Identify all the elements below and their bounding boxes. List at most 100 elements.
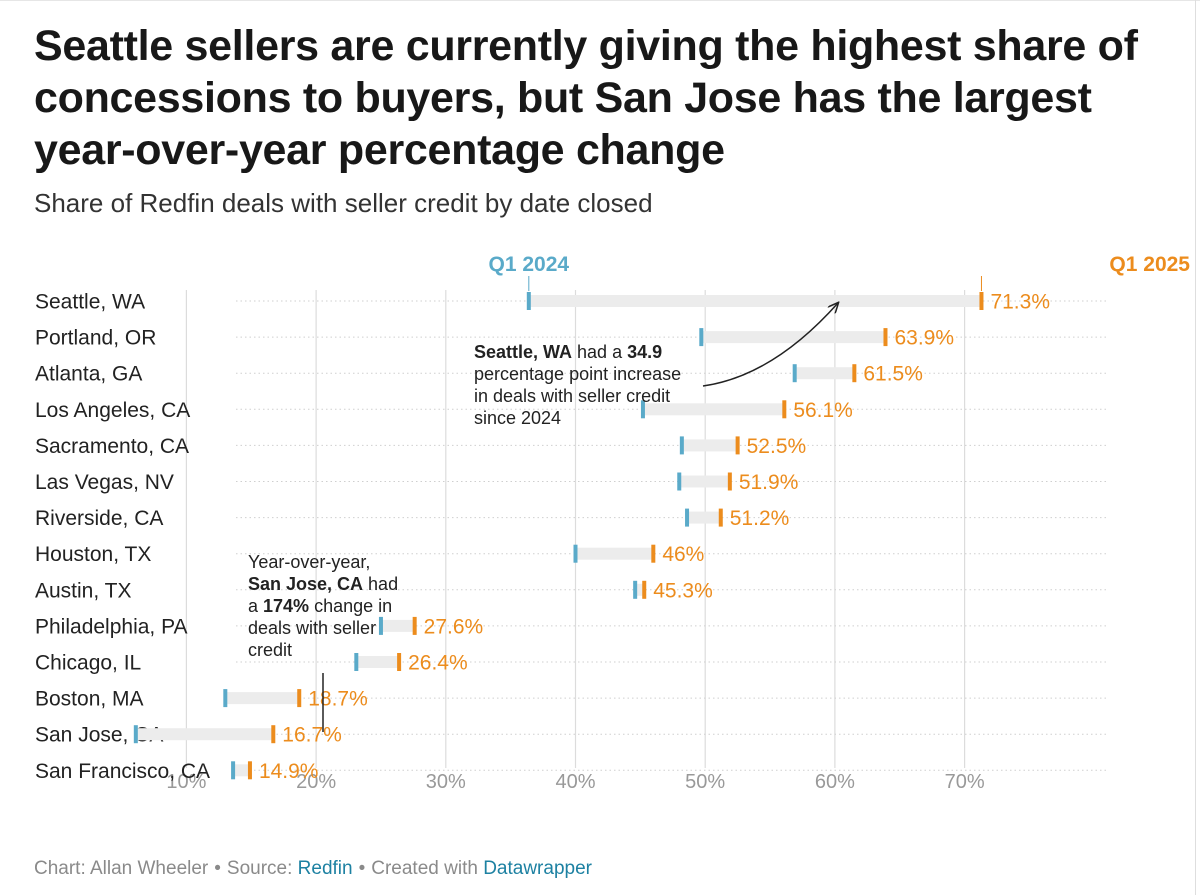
chart-row: Philadelphia, PA 27.6%	[35, 615, 1108, 638]
q1-2025-marker	[412, 616, 417, 635]
chart-subtitle: Share of Redfin deals with seller credit…	[34, 188, 653, 218]
x-tick-label: 70%	[945, 771, 985, 793]
chart-row: Seattle, WA 71.3%	[35, 291, 1108, 314]
chart-row: San Francisco, CA 14.9%	[35, 760, 1108, 783]
q1-2025-value-label: 52.5%	[747, 435, 807, 458]
chart-row: Chicago, IL 26.4%	[35, 652, 1108, 675]
q1-2024-marker	[677, 472, 682, 491]
q1-2024-marker	[699, 328, 704, 347]
row-city-label: Los Angeles, CA	[35, 399, 190, 422]
row-city-label: Houston, TX	[35, 543, 151, 566]
q1-2024-marker	[133, 725, 138, 744]
range-bar	[687, 511, 721, 524]
range-bar	[701, 331, 886, 344]
q1-2025-marker	[735, 436, 740, 455]
series-label-q1-2025: Q1 2025	[1109, 253, 1190, 276]
q1-2025-marker	[297, 689, 302, 708]
range-bar	[135, 728, 274, 741]
range-bar	[233, 764, 250, 777]
chart-row: Portland, OR 63.9%	[35, 327, 1108, 350]
x-tick-label: 50%	[685, 771, 725, 793]
q1-2025-marker	[651, 544, 656, 563]
annotation-seattle-arrow	[702, 303, 838, 387]
range-bar	[681, 439, 738, 452]
x-tick-label: 20%	[296, 771, 336, 793]
range-bar	[356, 656, 400, 668]
range-chart: 10% 20% 30% 40% 50% 60% 70%Q1 2024 Q1 2025Seatt…	[35, 253, 1190, 793]
q1-2025-value-label: 63.9%	[894, 327, 954, 350]
right-edge	[1195, 0, 1196, 895]
q1-2025-value-label: 46%	[662, 543, 704, 566]
q1-2025-value-label: 16.7%	[282, 724, 342, 747]
range-bar	[575, 547, 654, 560]
q1-2025-marker	[271, 725, 276, 744]
x-tick-label: 30%	[426, 771, 466, 793]
q1-2025-marker	[247, 761, 252, 780]
range-bar	[380, 619, 415, 632]
footer-source-prefix: Source:	[226, 858, 293, 879]
annotation-san-jose: Year-over-year, San Jose, CA had a 174% ch…	[248, 552, 398, 660]
top-rule	[0, 0, 1200, 1]
q1-2025-value-label: 26.4%	[408, 652, 468, 675]
q1-2025-marker	[782, 400, 787, 419]
chart-row: Riverside, CA 51.2%	[35, 507, 1108, 530]
q1-2025-value-label: 61.5%	[863, 363, 923, 386]
row-city-label: Chicago, IL	[35, 652, 141, 675]
row-city-label: Boston, MA	[35, 688, 144, 711]
q1-2025-marker	[852, 364, 857, 383]
row-city-label: San Jose, CA	[35, 724, 163, 747]
x-tick-label: 60%	[815, 771, 855, 793]
chart-title: Seattle sellers are currently giving the…	[34, 22, 1138, 174]
q1-2025-value-label: 51.2%	[730, 507, 790, 530]
chart-row: Boston, MA 18.7%	[35, 688, 1108, 711]
q1-2024-marker	[573, 544, 578, 563]
footer-separator: •	[214, 858, 221, 879]
range-bar	[225, 692, 300, 705]
range-bar	[635, 583, 645, 596]
q1-2025-value-label: 14.9%	[259, 760, 319, 783]
q1-2025-marker	[397, 653, 402, 671]
footer-source-link[interactable]: Redfin	[297, 858, 353, 879]
chart-row: San Jose, CA 16.7%	[35, 724, 1108, 747]
x-tick-label: 10%	[166, 771, 206, 793]
row-city-label: Las Vegas, NV	[35, 471, 174, 494]
footer-separator: •	[358, 858, 366, 879]
q1-2024-marker	[231, 761, 236, 780]
q1-2024-marker	[223, 689, 228, 708]
row-city-label: Atlanta, GA	[35, 363, 142, 386]
chart-row: Atlanta, GA 61.5%	[35, 363, 1108, 386]
footer-datawrapper-link[interactable]: Datawrapper	[483, 858, 592, 879]
q1-2024-marker	[792, 364, 797, 383]
x-tick-label: 40%	[555, 771, 595, 793]
footer-chart-credit: Chart: Allan Wheeler	[34, 858, 209, 879]
chart-row: Austin, TX 45.3%	[35, 579, 1108, 602]
q1-2025-marker	[718, 508, 723, 527]
q1-2025-marker	[727, 472, 732, 491]
range-bar	[794, 367, 855, 380]
row-city-label: Philadelphia, PA	[35, 615, 188, 638]
annotation-seattle: Seattle, WA had a 34.9 percentage point i…	[474, 342, 681, 428]
row-city-label: San Francisco, CA	[35, 760, 210, 783]
q1-2024-marker	[640, 400, 645, 419]
row-city-label: Sacramento, CA	[35, 435, 189, 458]
q1-2024-marker	[354, 653, 359, 671]
chart-row: Sacramento, CA 52.5%	[35, 435, 1108, 458]
q1-2024-marker	[685, 508, 690, 527]
q1-2024-marker	[526, 292, 531, 310]
range-bar	[528, 295, 982, 307]
series-label-q1-2024: Q1 2024	[489, 253, 570, 276]
chart-row: Houston, TX 46%	[35, 543, 1108, 566]
chart-row: Las Vegas, NV 51.9%	[35, 471, 1108, 494]
q1-2025-marker	[883, 328, 888, 347]
q1-2025-value-label: 27.6%	[424, 615, 484, 638]
q1-2024-marker	[633, 580, 638, 599]
range-bar	[679, 475, 730, 488]
row-city-label: Portland, OR	[35, 327, 156, 350]
footer: Chart: Allan Wheeler • Source: Redfin • Crea…	[34, 858, 592, 880]
chart-row: Los Angeles, CA 56.1%	[35, 399, 1108, 422]
q1-2025-value-label: 51.9%	[739, 471, 799, 494]
q1-2024-marker	[679, 436, 684, 455]
q1-2025-value-label: 56.1%	[793, 399, 853, 422]
row-city-label: Riverside, CA	[35, 507, 163, 530]
q1-2025-marker	[642, 580, 647, 599]
